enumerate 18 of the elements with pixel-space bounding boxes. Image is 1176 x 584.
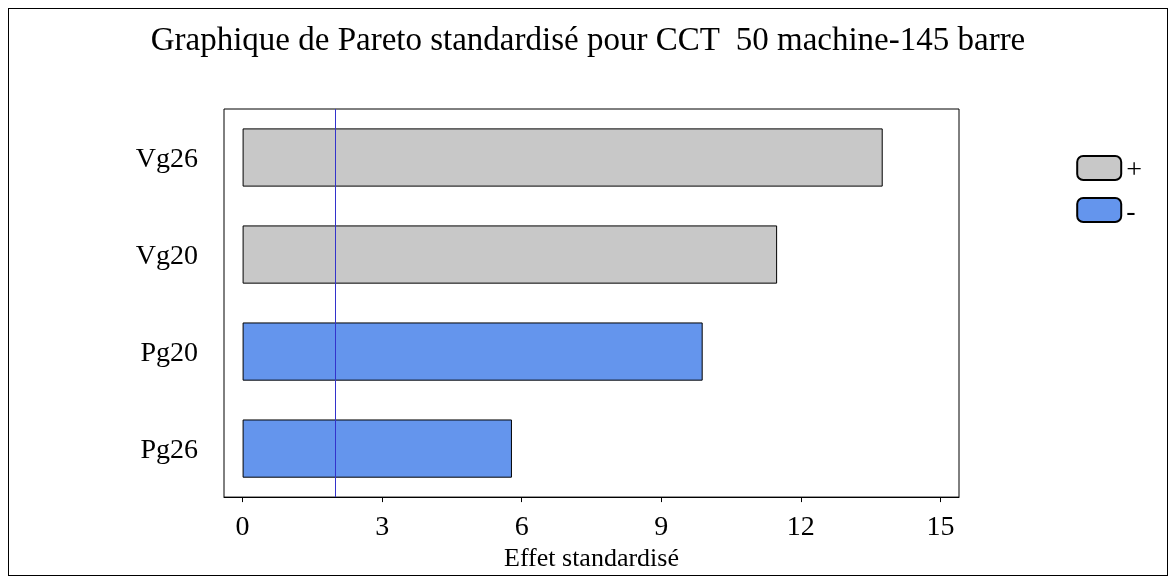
y-tick-label: Pg26	[140, 433, 198, 465]
x-tick-label: 15	[926, 509, 955, 541]
y-tick-label: Vg26	[135, 142, 198, 174]
x-tick-label: 3	[375, 509, 390, 541]
x-tick-label: 9	[654, 509, 669, 541]
bar	[242, 225, 778, 284]
bar	[242, 128, 883, 187]
bar	[242, 419, 512, 478]
x-tick-label: 12	[786, 509, 815, 541]
x-tick-label: 0	[235, 509, 250, 541]
legend-label: -	[1126, 194, 1136, 226]
bar	[242, 322, 703, 381]
x-axis-title: Effet standardisé	[504, 542, 679, 572]
x-tick-label: 6	[514, 509, 529, 541]
chart-title: Graphique de Pareto standardisé pour CCT 50 machine-145 barre	[150, 20, 1026, 57]
y-tick-label: Vg20	[135, 239, 198, 271]
y-tick-label: Pg20	[140, 336, 198, 368]
legend-label: +	[1126, 152, 1143, 184]
